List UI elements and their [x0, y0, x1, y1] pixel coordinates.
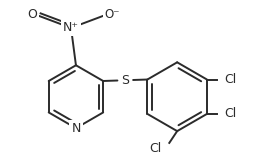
Text: N: N: [71, 122, 81, 135]
Text: S: S: [121, 74, 129, 87]
Text: O⁻: O⁻: [105, 8, 120, 21]
Text: Cl: Cl: [224, 73, 237, 86]
Text: Cl: Cl: [224, 107, 237, 120]
Text: O: O: [27, 8, 37, 21]
Text: Cl: Cl: [149, 142, 162, 155]
Text: N⁺: N⁺: [63, 21, 79, 34]
